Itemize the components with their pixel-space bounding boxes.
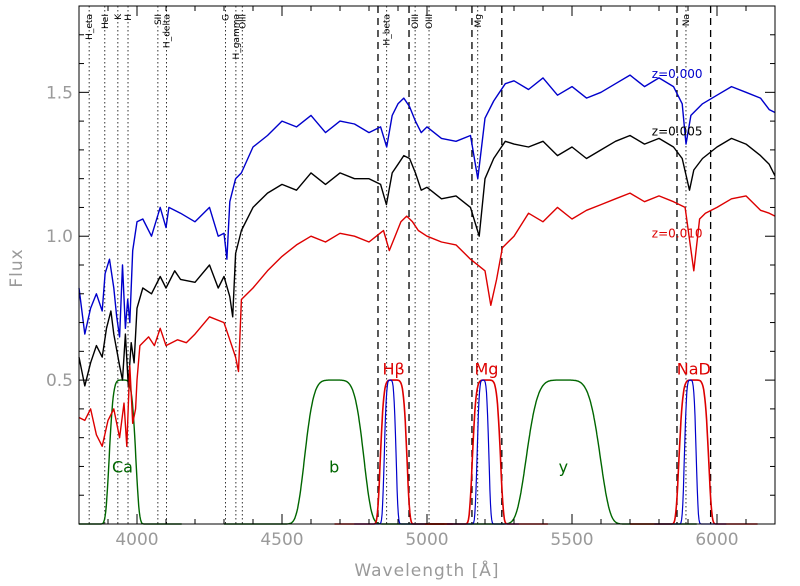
line-id-label: H_delta: [163, 14, 173, 48]
spectrum-label: z=0.010: [652, 227, 703, 241]
line-id-label: H_gamma: [232, 14, 242, 60]
line-id-label: H: [124, 14, 134, 21]
line-id-label: HeI: [101, 14, 111, 29]
x-axis-title: Wavelength [Å]: [354, 559, 499, 581]
line-id-label: OIII: [425, 14, 435, 29]
plot-frame: [78, 5, 776, 525]
x-tick-label: 5500: [550, 530, 593, 550]
line-id-label: K: [114, 13, 124, 20]
chart-labels: z=0.000 z=0.005 z=0.010 Ca b y Hβ Mg NaD: [112, 67, 711, 477]
stromgren-filter-label: Ca: [112, 457, 133, 476]
line-id-label: Na: [682, 14, 692, 26]
spectrum-line: [78, 74, 776, 338]
y-tick-label: 1.5: [46, 83, 73, 103]
filter-curves: [79, 379, 758, 525]
narrow-filter-label: Hβ: [383, 359, 405, 378]
stromgren-filter-curve: [224, 379, 445, 525]
spectra: [78, 74, 776, 447]
x-tick-label: 6000: [695, 530, 738, 550]
line-id-label: Mg: [474, 14, 484, 27]
line-id-label: H_beta: [383, 14, 393, 46]
spectrum-line: [78, 192, 776, 447]
x-tick-label: 4500: [260, 530, 303, 550]
axes: 4000 4500 5000 5500 6000 0.5 1.0 1.5: [46, 6, 776, 550]
y-tick-label: 1.0: [46, 227, 73, 247]
line-id-label: G: [221, 14, 231, 21]
spectrum-label: z=0.005: [652, 125, 703, 139]
line-id-label: SII: [154, 14, 164, 25]
stromgren-filter-label: y: [559, 457, 568, 476]
line-id-label: H_eta: [85, 14, 95, 40]
x-tick-label: 4000: [115, 530, 158, 550]
x-tick-label: 5000: [405, 530, 448, 550]
spectrum-label: z=0.000: [652, 67, 703, 81]
line-id-label: OIII: [411, 14, 421, 29]
narrow-filter-inner-curve: [447, 379, 519, 525]
y-axis-title: Flux: [7, 248, 27, 287]
narrow-filter-inner-curve: [654, 379, 727, 525]
narrow-band-edge-markers: [377, 6, 712, 524]
narrow-filter-label: NaD: [677, 359, 711, 378]
stromgren-filter-label: b: [329, 457, 339, 476]
spectrum-line: [78, 134, 776, 387]
narrow-filter-label: Mg: [474, 359, 498, 378]
y-tick-label: 0.5: [46, 371, 73, 391]
line-id-label: OIII: [238, 14, 248, 29]
